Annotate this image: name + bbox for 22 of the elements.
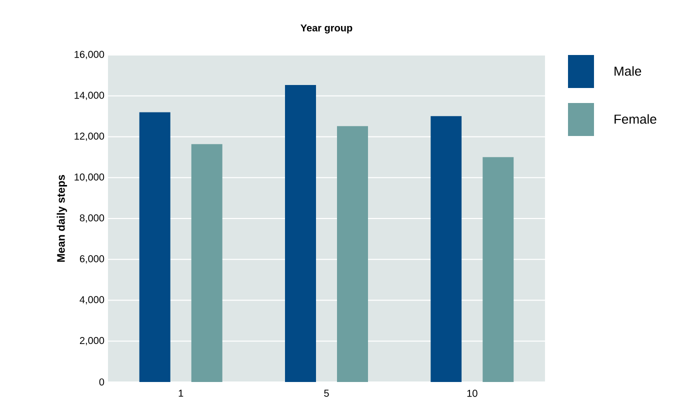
y-tick-label: 12,000 xyxy=(74,132,104,141)
text: Male xyxy=(614,66,642,76)
bar xyxy=(285,85,316,382)
bar xyxy=(337,126,368,382)
bar xyxy=(430,116,462,382)
bar xyxy=(139,112,170,382)
x-axis-title: Year group xyxy=(300,24,352,34)
y-tick-label: 8,000 xyxy=(80,214,104,223)
x-tick-label: 1 xyxy=(178,390,184,397)
y-tick-label: 6,000 xyxy=(80,255,104,264)
y-tick-label: 4,000 xyxy=(80,296,104,304)
y-tick-label: 16,000 xyxy=(74,50,104,60)
x-tick-label: 10 xyxy=(467,390,478,397)
y-tick-label: 14,000 xyxy=(74,92,104,100)
y-axis-title: Mean daily steps xyxy=(56,174,68,262)
bar xyxy=(482,157,514,382)
text: Female xyxy=(614,114,656,124)
y-tick-label: 2,000 xyxy=(80,336,104,346)
x-tick-label: 5 xyxy=(324,390,329,397)
y-tick-label: 10,000 xyxy=(74,173,104,182)
bar xyxy=(191,144,222,382)
y-tick-label: 0 xyxy=(99,378,104,386)
